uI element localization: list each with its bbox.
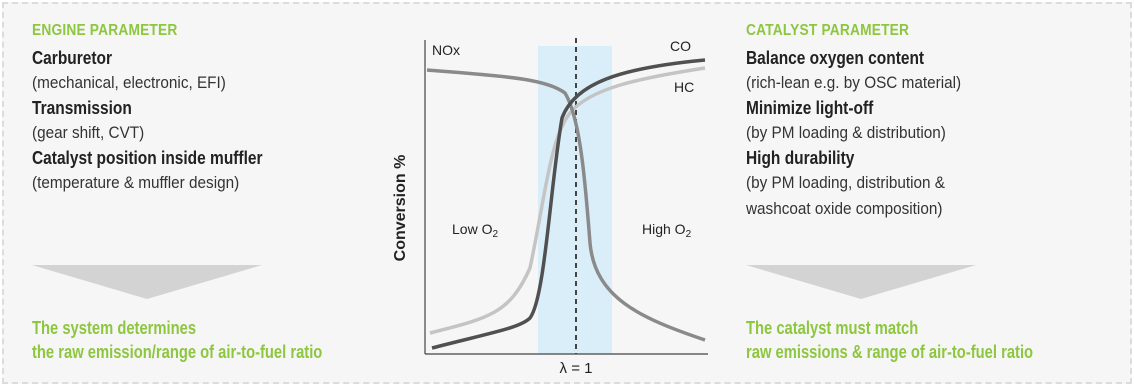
catalyst-conclusion-line: The catalyst must match [746, 318, 919, 338]
nox-curve [426, 68, 706, 342]
engine-item-title: Carburetor [32, 48, 112, 68]
catalyst-item-desc: (by PM loading, distribution & [746, 173, 945, 192]
conversion-chart-svg: NOx CO HC Low O2 High O2 Conversion % λ … [392, 38, 708, 377]
catalyst-item-title: High durability [746, 148, 855, 168]
down-arrow-icon [746, 265, 976, 299]
engine-parameter-heading: ENGINE PARAMETER [32, 22, 178, 39]
co-curve [431, 58, 706, 350]
conversion-chart: NOx CO HC Low O2 High O2 Conversion % λ … [380, 28, 720, 378]
down-arrow-icon [32, 265, 262, 299]
engine-item-desc: (gear shift, CVT) [32, 123, 145, 142]
catalyst-item-desc: washcoat oxide composition) [746, 199, 943, 218]
catalyst-item-desc: (by PM loading & distribution) [746, 123, 946, 142]
high-o2-label: High O2 [642, 221, 692, 240]
hc-label: HC [674, 79, 694, 95]
engine-conclusion-line: the raw emission/range of air-to-fuel ra… [32, 342, 323, 362]
catalyst-parameter-panel: CATALYST PARAMETER Balance oxygen conten… [746, 22, 1126, 222]
engine-item-title: Transmission [32, 98, 132, 118]
y-axis-label: Conversion % [392, 155, 409, 262]
catalyst-item-title: Balance oxygen content [746, 48, 925, 68]
engine-item-title: Catalyst position inside muffler [32, 148, 263, 168]
high-o2-text: High O [642, 221, 686, 237]
catalyst-item-title: Minimize light-off [746, 98, 874, 118]
hc-curve [429, 66, 706, 335]
co-label: CO [670, 38, 691, 54]
engine-item-desc: (mechanical, electronic, EFI) [32, 73, 226, 92]
high-o2-subscript: 2 [686, 229, 692, 240]
lambda-label: λ = 1 [560, 360, 593, 377]
engine-conclusion-line: The system determines [32, 318, 197, 338]
engine-item-desc: (temperature & muffler design) [32, 173, 240, 192]
low-o2-subscript: 2 [492, 229, 498, 240]
nox-label: NOx [432, 42, 460, 58]
low-o2-label: Low O2 [452, 221, 498, 240]
catalyst-conclusion: The catalyst must match raw emissions & … [746, 316, 1033, 364]
catalyst-conclusion-line: raw emissions & range of air-to-fuel rat… [746, 342, 1034, 362]
low-o2-text: Low O [452, 221, 493, 237]
catalyst-item-desc: (rich-lean e.g. by OSC material) [746, 73, 962, 92]
catalyst-parameter-heading: CATALYST PARAMETER [746, 22, 910, 39]
engine-conclusion: The system determines the raw emission/r… [32, 316, 322, 364]
engine-parameter-panel: ENGINE PARAMETER Carburetor (mechanical,… [32, 22, 372, 196]
